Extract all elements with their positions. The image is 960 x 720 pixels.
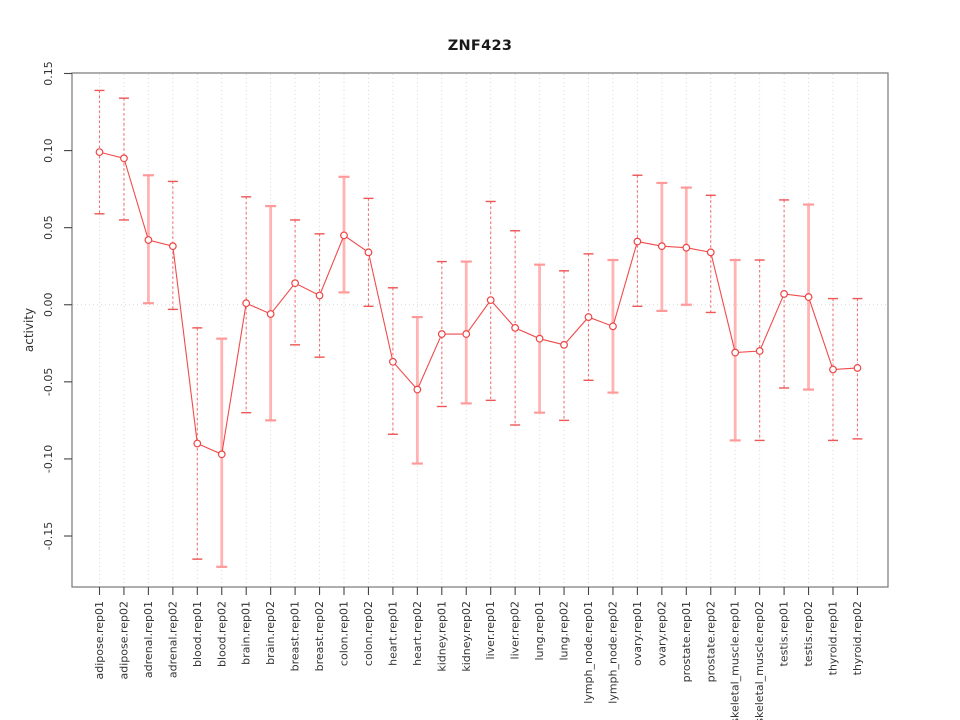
- x-tick-label: adrenal.rep01: [142, 601, 155, 678]
- data-point: [144, 236, 153, 244]
- x-tick-label: adipose.rep02: [117, 601, 130, 680]
- x-tick-label: brain.rep01: [240, 601, 253, 665]
- x-tick-label: colon.rep02: [362, 601, 375, 666]
- x-tick-label: lung.rep01: [533, 601, 546, 661]
- y-tick-label: -0.05: [42, 368, 55, 396]
- data-point: [584, 313, 593, 321]
- x-tick-label: ovary.rep01: [631, 601, 644, 666]
- data-points: [95, 148, 862, 459]
- data-point: [511, 323, 520, 332]
- data-point: [633, 237, 642, 246]
- data-point: [315, 291, 324, 300]
- y-tick-label: -0.15: [42, 522, 55, 550]
- x-tick-label: heart.rep01: [386, 601, 399, 666]
- data-point: [755, 347, 764, 355]
- x-tick-label: breast.rep01: [289, 601, 302, 671]
- data-point: [242, 299, 251, 308]
- x-tick-label: testis.rep02: [802, 601, 815, 666]
- data-point: [853, 364, 862, 372]
- data-point: [437, 330, 446, 338]
- data-point: [731, 348, 740, 357]
- x-axis: adipose.rep01 adipose.rep02 adrenal.rep01 a…: [93, 587, 864, 720]
- x-tick-label: kidney.rep02: [460, 601, 473, 672]
- x-tick-label: skeletal_muscle.rep01: [729, 601, 742, 720]
- x-gridlines: [99, 74, 858, 586]
- data-point: [120, 154, 128, 163]
- data-point: [829, 365, 837, 374]
- x-tick-label: adrenal.rep02: [166, 601, 179, 678]
- x-tick-label: lymph_node.rep01: [582, 601, 595, 704]
- data-point: [291, 279, 300, 288]
- x-tick-label: testis.rep01: [778, 601, 791, 666]
- data-point: [706, 248, 715, 257]
- chart-title: ZNF423: [447, 38, 513, 54]
- data-point: [657, 242, 666, 251]
- data-point: [364, 248, 373, 257]
- x-tick-label: breast.rep02: [313, 601, 326, 671]
- data-point: [389, 357, 397, 366]
- data-point: [804, 293, 813, 301]
- x-tick-label: blood.rep01: [191, 601, 204, 667]
- series-line: [99, 151, 858, 456]
- data-point: [780, 290, 788, 298]
- x-tick-label: heart.rep02: [411, 601, 424, 666]
- x-tick-label: ovary.rep02: [655, 601, 668, 666]
- data-point: [217, 450, 226, 459]
- x-tick-label: adipose.rep01: [93, 601, 106, 680]
- data-point: [340, 231, 348, 240]
- error-bars: [94, 89, 863, 568]
- data-point: [266, 310, 275, 318]
- x-tick-label: skeletal_muscle.rep02: [753, 601, 766, 720]
- x-tick-label: brain.rep02: [264, 601, 277, 665]
- data-point: [535, 334, 544, 343]
- x-tick-label: prostate.rep01: [680, 601, 693, 682]
- data-point: [413, 385, 422, 394]
- y-tick-label: 0.05: [42, 215, 55, 240]
- data-point: [682, 243, 691, 252]
- x-tick-label: colon.rep01: [338, 601, 351, 666]
- x-tick-label: liver.rep01: [484, 601, 497, 659]
- data-point: [462, 330, 471, 338]
- plot-box: [71, 72, 889, 588]
- data-point: [560, 340, 568, 349]
- y-axis: 0.15 0.10 0.05 0.00 -0.05 -0.10 -0.15: [42, 61, 72, 550]
- data-point: [168, 242, 177, 251]
- x-tick-label: thyroid.rep01: [827, 601, 840, 675]
- data-point: [95, 148, 104, 157]
- data-point: [609, 322, 617, 331]
- x-tick-label: lung.rep02: [558, 601, 571, 661]
- x-tick-label: prostate.rep02: [704, 601, 717, 682]
- x-tick-label: lymph_node.rep02: [606, 601, 619, 704]
- y-tick-label: -0.10: [42, 445, 55, 473]
- data-point: [193, 439, 202, 448]
- y-tick-label: 0.15: [42, 61, 55, 86]
- data-point: [486, 296, 495, 305]
- x-tick-label: liver.rep02: [509, 601, 522, 659]
- x-tick-label: blood.rep02: [215, 601, 228, 667]
- x-tick-label: kidney.rep01: [435, 601, 448, 672]
- y-tick-label: 0.10: [42, 138, 55, 163]
- y-tick-label: 0.00: [42, 293, 55, 318]
- x-tick-label: thyroid.rep02: [851, 601, 864, 675]
